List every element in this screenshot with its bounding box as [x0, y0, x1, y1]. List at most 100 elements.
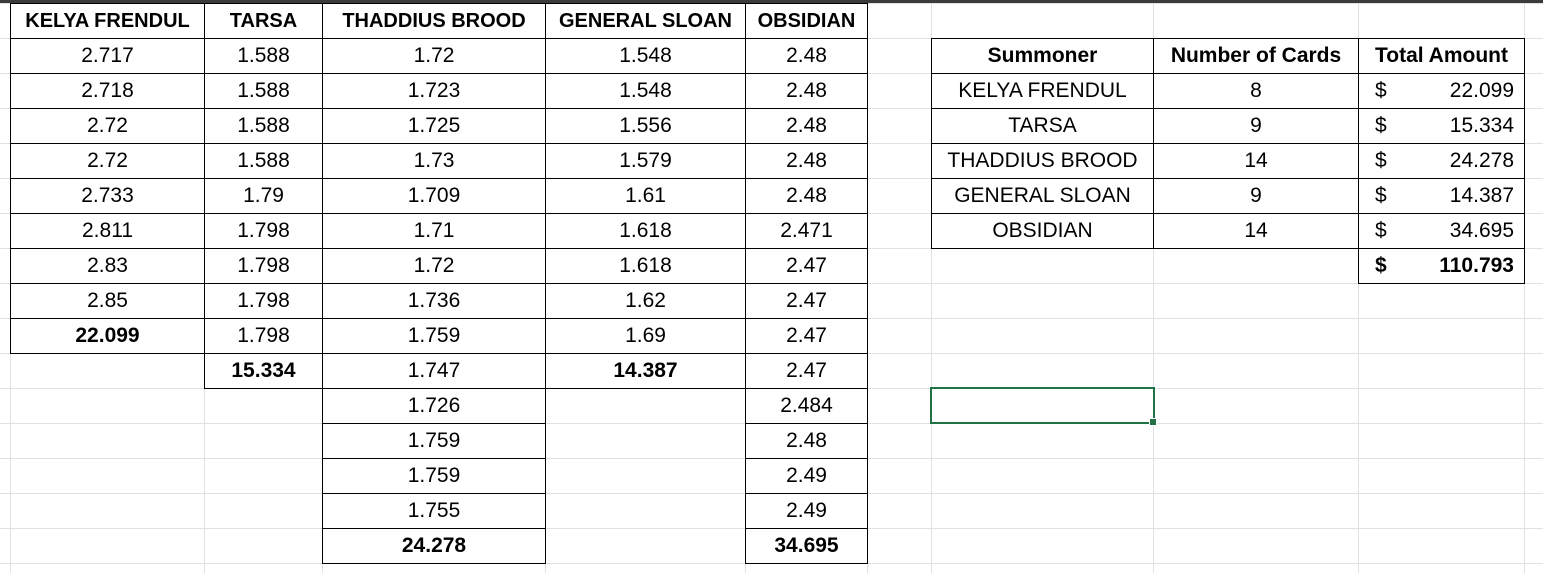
data-cell[interactable]: 2.48: [745, 143, 868, 179]
data-cell[interactable]: 2.72: [10, 108, 205, 144]
data-cell[interactable]: 1.548: [545, 38, 746, 74]
gridline-vertical: [1524, 0, 1525, 573]
data-cell[interactable]: 1.556: [545, 108, 746, 144]
grand-total-value: 110.793: [1439, 254, 1514, 277]
column-total-kelya-frendul[interactable]: 22.099: [10, 318, 205, 354]
currency-symbol: $: [1375, 114, 1387, 137]
data-cell[interactable]: 2.484: [745, 388, 868, 424]
gridline-vertical: [931, 0, 932, 573]
data-cell[interactable]: 1.73: [322, 143, 546, 179]
column-total-obsidian[interactable]: 34.695: [745, 528, 868, 564]
data-cell[interactable]: 2.48: [745, 108, 868, 144]
data-cell[interactable]: 2.48: [745, 38, 868, 74]
column-total-thaddius-brood[interactable]: 24.278: [322, 528, 546, 564]
data-cell[interactable]: 1.759: [322, 318, 546, 354]
data-cell[interactable]: 1.588: [204, 143, 323, 179]
gridline-vertical: [1358, 0, 1359, 573]
data-cell[interactable]: 1.71: [322, 213, 546, 249]
summary-amount-cell[interactable]: $22.099: [1358, 73, 1525, 109]
summary-cards-cell[interactable]: 9: [1153, 178, 1359, 214]
data-cell[interactable]: 1.548: [545, 73, 746, 109]
data-cell[interactable]: 2.47: [745, 353, 868, 389]
data-cell[interactable]: 1.736: [322, 283, 546, 319]
summary-amount-cell[interactable]: $14.387: [1358, 178, 1525, 214]
active-cell-selection[interactable]: [930, 387, 1157, 426]
sheet-top-border: [0, 0, 1543, 3]
column-header-general-sloan[interactable]: GENERAL SLOAN: [545, 3, 746, 39]
summary-summoner-cell[interactable]: TARSA: [931, 108, 1154, 144]
amount-value: 34.695: [1449, 219, 1514, 242]
summary-cards-cell[interactable]: 9: [1153, 108, 1359, 144]
data-cell[interactable]: 2.47: [745, 283, 868, 319]
data-cell[interactable]: 1.588: [204, 73, 323, 109]
data-cell[interactable]: 2.471: [745, 213, 868, 249]
summary-amount-cell[interactable]: $15.334: [1358, 108, 1525, 144]
data-cell[interactable]: 2.83: [10, 248, 205, 284]
summary-summoner-cell[interactable]: OBSIDIAN: [931, 213, 1154, 249]
amount-value: 24.278: [1449, 149, 1514, 172]
column-total-general-sloan[interactable]: 14.387: [545, 353, 746, 389]
data-cell[interactable]: 2.47: [745, 248, 868, 284]
data-cell[interactable]: 1.69: [545, 318, 746, 354]
currency-symbol: $: [1375, 79, 1387, 102]
grand-total-cell[interactable]: $110.793: [1358, 248, 1525, 284]
data-cell[interactable]: 1.726: [322, 388, 546, 424]
data-cell[interactable]: 2.718: [10, 73, 205, 109]
currency-symbol: $: [1375, 184, 1387, 207]
summary-cards-cell[interactable]: 14: [1153, 143, 1359, 179]
data-cell[interactable]: 1.588: [204, 38, 323, 74]
data-cell[interactable]: 1.759: [322, 458, 546, 494]
data-cell[interactable]: 2.72: [10, 143, 205, 179]
data-cell[interactable]: 2.49: [745, 493, 868, 529]
summary-header-summoner[interactable]: Summoner: [931, 38, 1154, 74]
data-cell[interactable]: 2.48: [745, 178, 868, 214]
data-cell[interactable]: 1.798: [204, 213, 323, 249]
data-cell[interactable]: 1.755: [322, 493, 546, 529]
data-cell[interactable]: 1.79: [204, 178, 323, 214]
data-cell[interactable]: 2.49: [745, 458, 868, 494]
summary-cards-cell[interactable]: 8: [1153, 73, 1359, 109]
data-cell[interactable]: 1.798: [204, 283, 323, 319]
data-cell[interactable]: 2.47: [745, 318, 868, 354]
data-cell[interactable]: 1.61: [545, 178, 746, 214]
data-cell[interactable]: 1.759: [322, 423, 546, 459]
summary-summoner-cell[interactable]: GENERAL SLOAN: [931, 178, 1154, 214]
summary-header-total[interactable]: Total Amount: [1358, 38, 1525, 74]
summary-amount-cell[interactable]: $24.278: [1358, 143, 1525, 179]
column-header-kelya-frendul[interactable]: KELYA FRENDUL: [10, 3, 205, 39]
column-header-tarsa[interactable]: TARSA: [204, 3, 323, 39]
column-header-thaddius-brood[interactable]: THADDIUS BROOD: [322, 3, 546, 39]
summary-amount-cell[interactable]: $34.695: [1358, 213, 1525, 249]
data-cell[interactable]: 1.725: [322, 108, 546, 144]
data-cell[interactable]: 1.709: [322, 178, 546, 214]
data-cell[interactable]: 2.717: [10, 38, 205, 74]
data-cell[interactable]: 2.48: [745, 73, 868, 109]
fill-handle[interactable]: [1149, 418, 1157, 426]
data-cell[interactable]: 2.811: [10, 213, 205, 249]
data-cell[interactable]: 1.72: [322, 248, 546, 284]
summary-summoner-cell[interactable]: THADDIUS BROOD: [931, 143, 1154, 179]
summary-summoner-cell[interactable]: KELYA FRENDUL: [931, 73, 1154, 109]
currency-symbol: $: [1375, 254, 1387, 277]
data-cell[interactable]: 1.798: [204, 318, 323, 354]
data-cell[interactable]: 1.72: [322, 38, 546, 74]
data-cell[interactable]: 2.733: [10, 178, 205, 214]
data-cell[interactable]: 2.85: [10, 283, 205, 319]
data-cell[interactable]: 1.798: [204, 248, 323, 284]
amount-value: 14.387: [1449, 184, 1514, 207]
summary-cards-cell[interactable]: 14: [1153, 213, 1359, 249]
currency-symbol: $: [1375, 219, 1387, 242]
amount-value: 22.099: [1449, 79, 1514, 102]
summary-header-cards[interactable]: Number of Cards: [1153, 38, 1359, 74]
data-cell[interactable]: 1.62: [545, 283, 746, 319]
data-cell[interactable]: 2.48: [745, 423, 868, 459]
column-total-tarsa[interactable]: 15.334: [204, 353, 323, 389]
data-cell[interactable]: 1.747: [322, 353, 546, 389]
data-cell[interactable]: 1.588: [204, 108, 323, 144]
data-cell[interactable]: 1.579: [545, 143, 746, 179]
data-cell[interactable]: 1.723: [322, 73, 546, 109]
data-cell[interactable]: 1.618: [545, 213, 746, 249]
column-header-obsidian[interactable]: OBSIDIAN: [745, 3, 868, 39]
data-cell[interactable]: 1.618: [545, 248, 746, 284]
